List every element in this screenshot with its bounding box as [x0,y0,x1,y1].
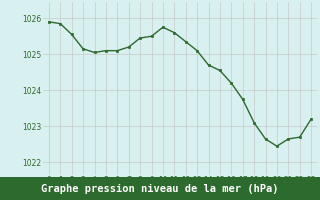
Text: Graphe pression niveau de la mer (hPa): Graphe pression niveau de la mer (hPa) [41,183,279,194]
